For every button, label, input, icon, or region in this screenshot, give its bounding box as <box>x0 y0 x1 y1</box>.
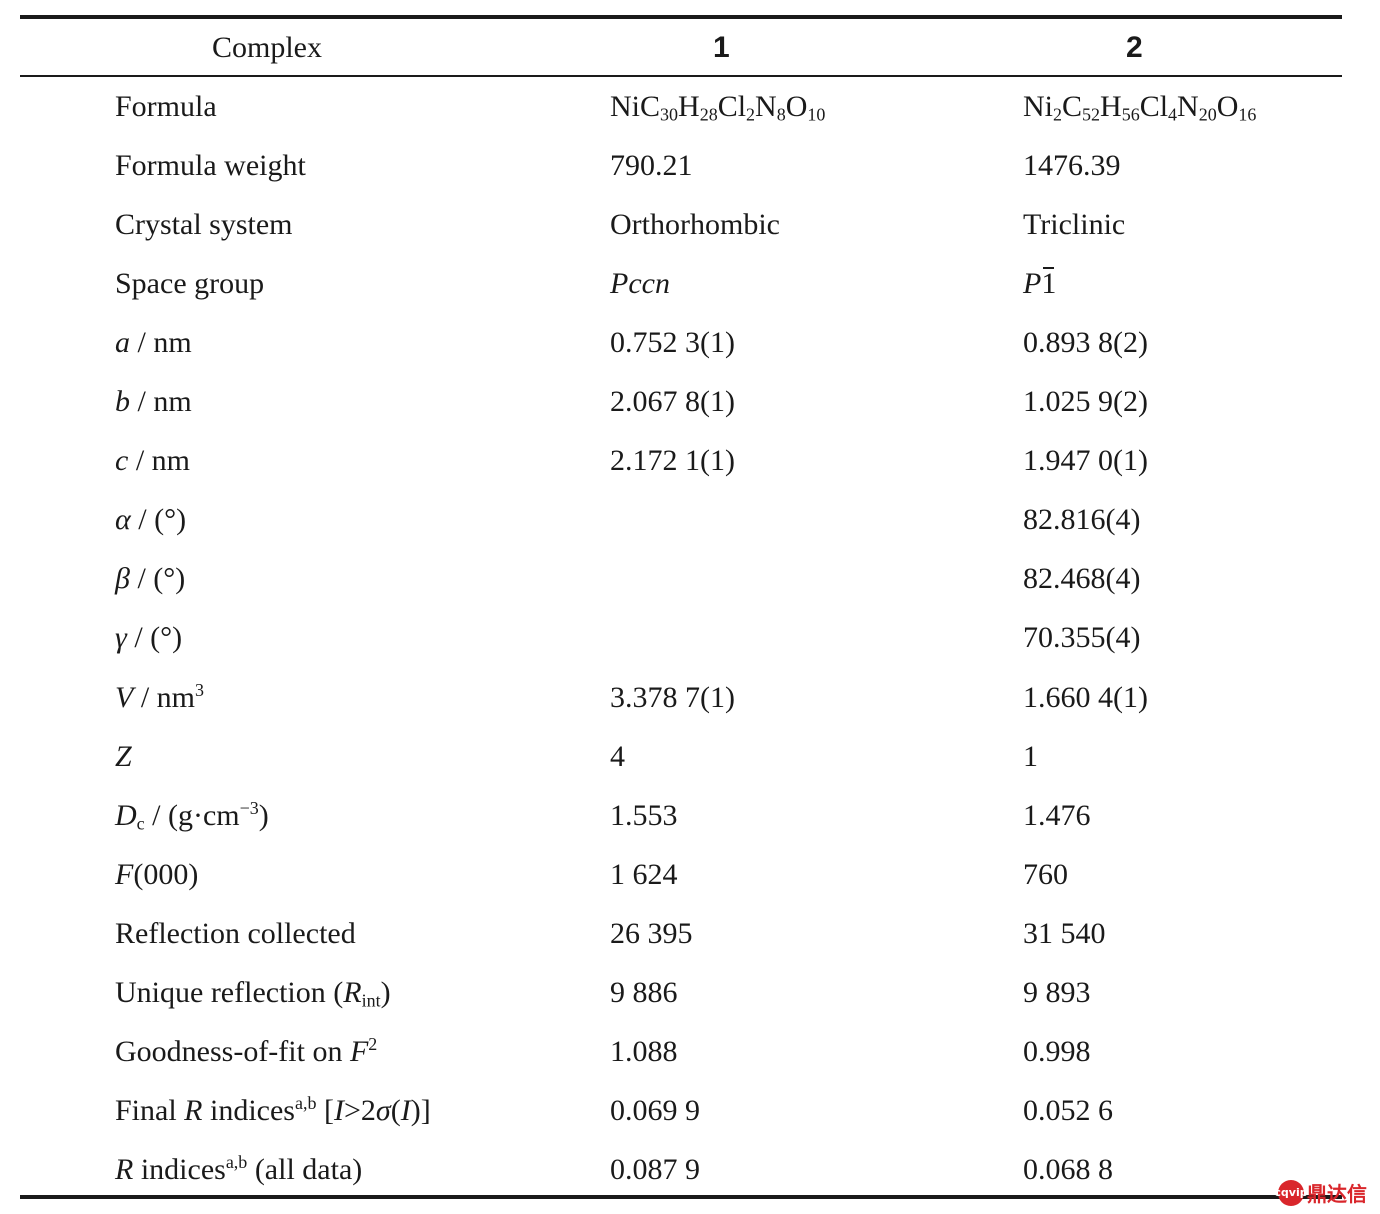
row-value-1-z: 4 <box>610 740 625 773</box>
row-label-gamma: γ / (°) <box>115 621 183 654</box>
header-col-2: 2 <box>1126 31 1143 64</box>
row-value-2-final-r-indices: 0.052 6 <box>1023 1094 1113 1127</box>
row-label-formula-weight: Formula weight <box>115 149 306 182</box>
row-value-1-unique-reflection: 9 886 <box>610 976 678 1009</box>
row-value-2-z: 1 <box>1023 740 1038 773</box>
row-label-c: c / nm <box>115 444 190 477</box>
row-value-1-f000: 1 624 <box>610 858 678 891</box>
row-label-formula: Formula <box>115 90 217 123</box>
row-label-a: a / nm <box>115 326 192 359</box>
row-value-2-unique-reflection: 9 893 <box>1023 976 1091 1009</box>
row-value-1-formula: NiC30H28Cl2N8O10 <box>610 90 826 125</box>
row-value-2-f000: 760 <box>1023 858 1068 891</box>
row-label-alpha: α / (°) <box>115 503 187 536</box>
row-value-2-r-indices-all: 0.068 8 <box>1023 1153 1113 1186</box>
row-value-1-space-group: Pccn <box>610 267 670 300</box>
table-top-rule <box>20 15 1342 19</box>
watermark-text: 鼎达信 <box>1307 1182 1367 1206</box>
row-value-1-a: 0.752 3(1) <box>610 326 735 359</box>
row-value-1-r-indices-all: 0.087 9 <box>610 1153 700 1186</box>
row-label-reflection-collected: Reflection collected <box>115 917 356 950</box>
row-label-b: b / nm <box>115 385 192 418</box>
cqvip-logo-icon: cqvip <box>1274 1179 1308 1206</box>
row-label-goodness-of-fit: Goodness-of-fit on F2 <box>115 1034 378 1068</box>
row-label-beta: β / (°) <box>115 562 186 595</box>
row-value-2-b: 1.025 9(2) <box>1023 385 1148 418</box>
row-value-2-gamma: 70.355(4) <box>1023 621 1141 654</box>
row-label-final-r-indices: Final R indicesa,b [I>2σ(I)] <box>115 1093 431 1127</box>
row-label-f000: F(000) <box>115 858 199 891</box>
row-label-crystal-system: Crystal system <box>115 208 293 241</box>
row-value-1-reflection-collected: 26 395 <box>610 917 693 950</box>
row-value-2-a: 0.893 8(2) <box>1023 326 1148 359</box>
row-value-1-volume: 3.378 7(1) <box>610 681 735 714</box>
row-label-unique-reflection: Unique reflection (Rint) <box>115 976 391 1011</box>
row-value-2-c: 1.947 0(1) <box>1023 444 1148 477</box>
row-label-space-group: Space group <box>115 267 265 300</box>
row-value-2-density: 1.476 <box>1023 799 1091 832</box>
row-value-2-formula: Ni2C52H56Cl4N20O16 <box>1023 90 1257 125</box>
row-label-z: Z <box>115 740 132 773</box>
watermark-logo: cqvip 鼎达信 <box>1274 1178 1367 1207</box>
row-value-1-b: 2.067 8(1) <box>610 385 735 418</box>
row-value-2-volume: 1.660 4(1) <box>1023 681 1148 714</box>
row-value-2-alpha: 82.816(4) <box>1023 503 1141 536</box>
row-value-1-crystal-system: Orthorhombic <box>610 208 780 241</box>
row-value-1-goodness-of-fit: 1.088 <box>610 1035 678 1068</box>
row-value-2-formula-weight: 1476.39 <box>1023 149 1121 182</box>
row-value-1-c: 2.172 1(1) <box>610 444 735 477</box>
row-value-2-goodness-of-fit: 0.998 <box>1023 1035 1091 1068</box>
row-value-2-beta: 82.468(4) <box>1023 562 1141 595</box>
header-col-1: 1 <box>713 31 730 64</box>
row-label-density: Dc / (g·cm−3) <box>115 798 269 834</box>
table-header-rule <box>20 75 1342 77</box>
row-value-1-density: 1.553 <box>610 799 678 832</box>
row-label-r-indices-all: R indicesa,b (all data) <box>115 1152 363 1186</box>
row-value-2-space-group: P1 <box>1023 264 1056 304</box>
row-value-1-final-r-indices: 0.069 9 <box>610 1094 700 1127</box>
table-bottom-rule <box>20 1195 1342 1199</box>
header-complex: Complex <box>212 31 322 64</box>
row-value-1-formula-weight: 790.21 <box>610 149 693 182</box>
row-value-2-reflection-collected: 31 540 <box>1023 917 1106 950</box>
row-value-2-crystal-system: Triclinic <box>1023 208 1126 241</box>
row-label-volume: V / nm3 <box>115 680 204 714</box>
